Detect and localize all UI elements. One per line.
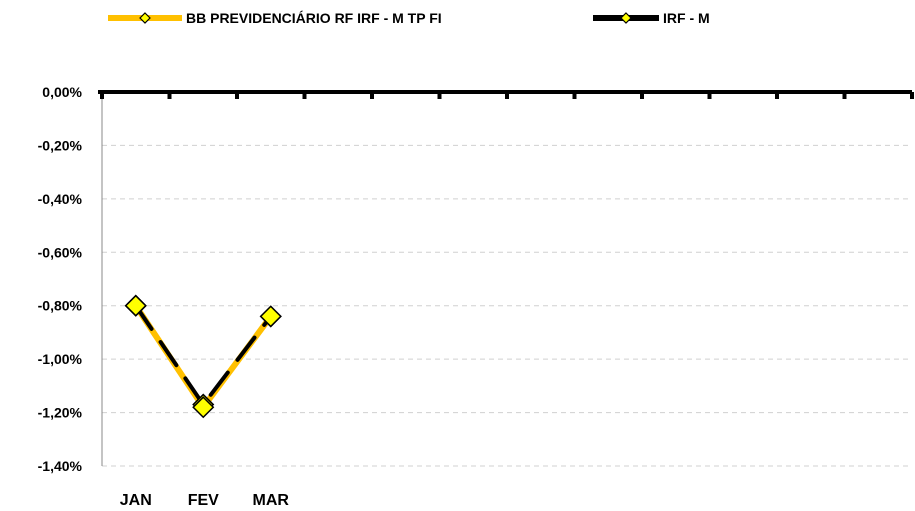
legend-label-bb-previdenciario: BB PREVIDENCIÁRIO RF IRF - M TP FI [186, 10, 442, 26]
y-tick-label: 0,00% [42, 84, 82, 100]
data-point-bb [192, 396, 215, 419]
legend-line-swatch-irf [593, 12, 659, 24]
legend-item-irf-m: IRF - M [593, 6, 710, 30]
legend-label-irf-m: IRF - M [663, 10, 710, 26]
y-tick-label: -0,80% [38, 298, 83, 314]
y-tick-label: -1,40% [38, 458, 83, 474]
y-tick-label: -0,60% [38, 244, 83, 260]
y-tick-label: -1,20% [38, 405, 83, 421]
series-line-bb [133, 304, 274, 411]
series-line-irf [133, 303, 273, 408]
y-tick-label: -0,20% [38, 137, 83, 153]
data-point-bb [259, 305, 282, 328]
legend-item-bb-previdenciario: BB PREVIDENCIÁRIO RF IRF - M TP FI [108, 6, 442, 30]
legend-line-swatch-bb [108, 12, 182, 24]
x-tick-label: FEV [188, 492, 219, 509]
y-tick-label: -0,40% [38, 191, 83, 207]
data-point-bb [124, 294, 147, 317]
y-tick-label: -1,00% [38, 351, 83, 367]
x-tick-label: MAR [253, 492, 290, 509]
x-tick-label: JAN [120, 492, 152, 509]
